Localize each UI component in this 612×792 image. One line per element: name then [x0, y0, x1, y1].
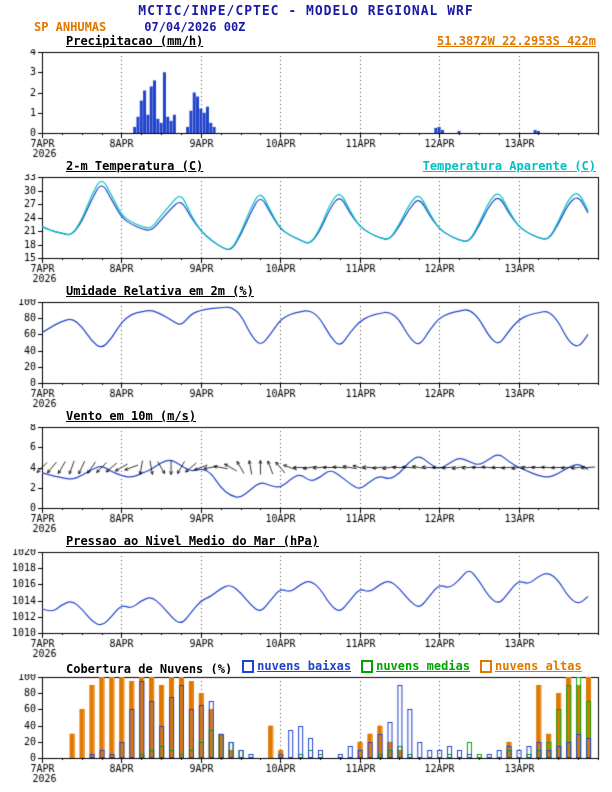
mid-clouds-swatch-icon: [361, 659, 374, 673]
precipitation-title: Precipitacao (mm/h): [66, 34, 204, 48]
page-header: MCTIC/INPE/CPTEC - MODELO REGIONAL WRF S…: [0, 0, 612, 34]
precipitation-title-row: Precipitacao (mm/h) 51.3872W 22.2953S 42…: [0, 34, 612, 49]
wind-title: Vento em 10m (m/s): [66, 409, 197, 423]
pressure-chart: [0, 549, 612, 659]
panel-precipitation: Precipitacao (mm/h) 51.3872W 22.2953S 42…: [0, 34, 612, 159]
run-info-line: SP ANHUMAS 07/04/2026 00Z: [0, 20, 612, 34]
temperature-title: 2-m Temperatura (C): [66, 159, 204, 173]
cloud-cover-title-row: Cobertura de Nuvens (%) nuvens baixas nu…: [0, 659, 612, 676]
humidity-title: Umidade Relativa em 2m (%): [66, 284, 254, 298]
pressure-title-row: Pressao ao Nivel Medio do Mar (hPa): [0, 534, 612, 549]
mid-clouds-label: nuvens medias: [376, 659, 471, 673]
pressure-title: Pressao ao Nivel Medio do Mar (hPa): [66, 534, 319, 548]
page-title: MCTIC/INPE/CPTEC - MODELO REGIONAL WRF: [138, 4, 474, 19]
cloud-cover-chart: [0, 674, 612, 784]
temperature-title-row: 2-m Temperatura (C) Temperatura Aparente…: [0, 159, 612, 174]
wind-title-row: Vento em 10m (m/s): [0, 409, 612, 424]
low-clouds-label: nuvens baixas: [257, 659, 352, 673]
legend-high-clouds: nuvens altas: [480, 659, 582, 673]
legend-low-clouds: nuvens baixas: [242, 659, 351, 673]
station-name: SP ANHUMAS: [34, 20, 107, 34]
wind-chart: [0, 424, 612, 534]
low-clouds-swatch-icon: [242, 659, 255, 673]
humidity-chart: [0, 299, 612, 409]
humidity-title-row: Umidade Relativa em 2m (%): [0, 284, 612, 299]
panel-temperature: 2-m Temperatura (C) Temperatura Aparente…: [0, 159, 612, 284]
precipitation-chart: [0, 49, 612, 159]
legend-mid-clouds: nuvens medias: [361, 659, 470, 673]
panel-cloud-cover: Cobertura de Nuvens (%) nuvens baixas nu…: [0, 659, 612, 784]
high-clouds-label: nuvens altas: [495, 659, 582, 673]
run-datetime: 07/04/2026 00Z: [144, 20, 246, 34]
temperature-chart: [0, 174, 612, 284]
cloud-cover-title: Cobertura de Nuvens (%): [66, 661, 233, 676]
high-clouds-swatch-icon: [480, 659, 493, 673]
panel-pressure: Pressao ao Nivel Medio do Mar (hPa): [0, 534, 612, 659]
panel-wind: Vento em 10m (m/s): [0, 409, 612, 534]
apparent-temperature-legend: Temperatura Aparente (C): [422, 159, 596, 173]
location-coordinates: 51.3872W 22.2953S 422m: [437, 34, 596, 48]
panel-humidity: Umidade Relativa em 2m (%): [0, 284, 612, 409]
